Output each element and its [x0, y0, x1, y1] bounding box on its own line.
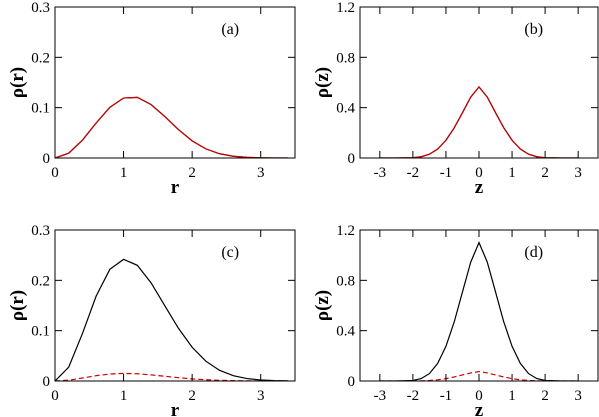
plot-frame: [54, 229, 296, 382]
x-tick-label: -3: [374, 388, 387, 404]
x-tick-label: 0: [51, 165, 59, 181]
chart-panel-1: 0 1 2 3 0 0.1 0.2 0.3 r ρ(r) (a): [7, 0, 296, 198]
series-line-2: [379, 85, 579, 158]
y-tick-label: 0: [43, 374, 51, 390]
series-line-1: [379, 85, 579, 158]
x-tick-label: 0: [51, 388, 59, 404]
y-tick-label: 0.8: [336, 50, 355, 66]
y-tick-label: 0: [43, 151, 51, 167]
x-tick-label: 3: [574, 165, 582, 181]
x-tick-label: 2: [541, 165, 549, 181]
x-tick-label: 2: [188, 388, 196, 404]
x-axis-label: r: [171, 400, 180, 417]
x-tick-label: -3: [374, 165, 387, 181]
x-tick-label: 2: [188, 165, 196, 181]
x-tick-label: 1: [508, 165, 516, 181]
panel-label: (b): [524, 21, 543, 38]
chart-panel-3: 0 1 2 3 0 0.1 0.2 0.3 r ρ(r) (c): [7, 223, 296, 417]
y-tick-label: 0.2: [31, 50, 50, 66]
y-axis-label: ρ(z): [312, 67, 333, 98]
x-tick-label: -1: [440, 165, 453, 181]
x-tick-label: 3: [257, 388, 265, 404]
y-axis-label: ρ(r): [7, 290, 28, 321]
series-line-1: [379, 241, 579, 381]
x-tick-label: -2: [407, 388, 420, 404]
x-tick-label: 0: [475, 388, 483, 404]
y-tick-label: 0.2: [31, 273, 50, 289]
panel-label: (d): [524, 244, 543, 261]
x-tick-label: 1: [120, 165, 128, 181]
panel-label: (c): [221, 244, 239, 261]
x-tick-label: 2: [541, 388, 549, 404]
series-group: [379, 241, 579, 381]
y-tick-label: 0.1: [31, 324, 50, 340]
series-line-1: [55, 258, 289, 381]
series-line-1: [55, 96, 289, 158]
x-axis-label: r: [171, 177, 180, 198]
y-tick-label: 0.1: [31, 101, 50, 117]
y-axis-label: ρ(z): [312, 290, 333, 321]
plot-frame: [359, 6, 599, 159]
x-axis-label: z: [475, 177, 484, 198]
panel-label: (a): [221, 21, 239, 38]
series-group: [55, 96, 289, 158]
plot-frame: [359, 229, 599, 382]
x-tick-label: 1: [120, 388, 128, 404]
series-group: [379, 85, 579, 158]
x-tick-label: 0: [475, 165, 483, 181]
x-axis-label: z: [475, 400, 484, 417]
x-tick-label: -2: [407, 165, 420, 181]
series-line-2: [55, 96, 289, 158]
y-tick-label: 0.3: [31, 0, 50, 16]
series-group: [55, 258, 289, 381]
y-tick-label: 0.3: [31, 223, 50, 239]
y-tick-label: 0.4: [336, 324, 355, 340]
series-line-2-dashed: [55, 372, 289, 381]
chart-panel-4: -3 -2 -1 0 1 2 3 0 0.4 0.8 1.2 z ρ(z) (d): [312, 223, 599, 417]
x-tick-label: 3: [574, 388, 582, 404]
y-tick-label: 0.4: [336, 101, 355, 117]
y-tick-label: 1.2: [336, 0, 355, 16]
y-tick-label: 0: [348, 151, 356, 167]
y-axis-label: ρ(r): [7, 67, 28, 98]
x-tick-label: 1: [508, 388, 516, 404]
chart-panel-2: -3 -2 -1 0 1 2 3 0 0.4 0.8 1.2 z ρ(z) (b): [312, 0, 599, 198]
y-tick-label: 0.8: [336, 273, 355, 289]
y-tick-label: 0: [348, 374, 356, 390]
x-tick-label: -1: [440, 388, 453, 404]
y-tick-label: 1.2: [336, 223, 355, 239]
x-tick-label: 3: [257, 165, 265, 181]
plot-frame: [54, 6, 296, 159]
